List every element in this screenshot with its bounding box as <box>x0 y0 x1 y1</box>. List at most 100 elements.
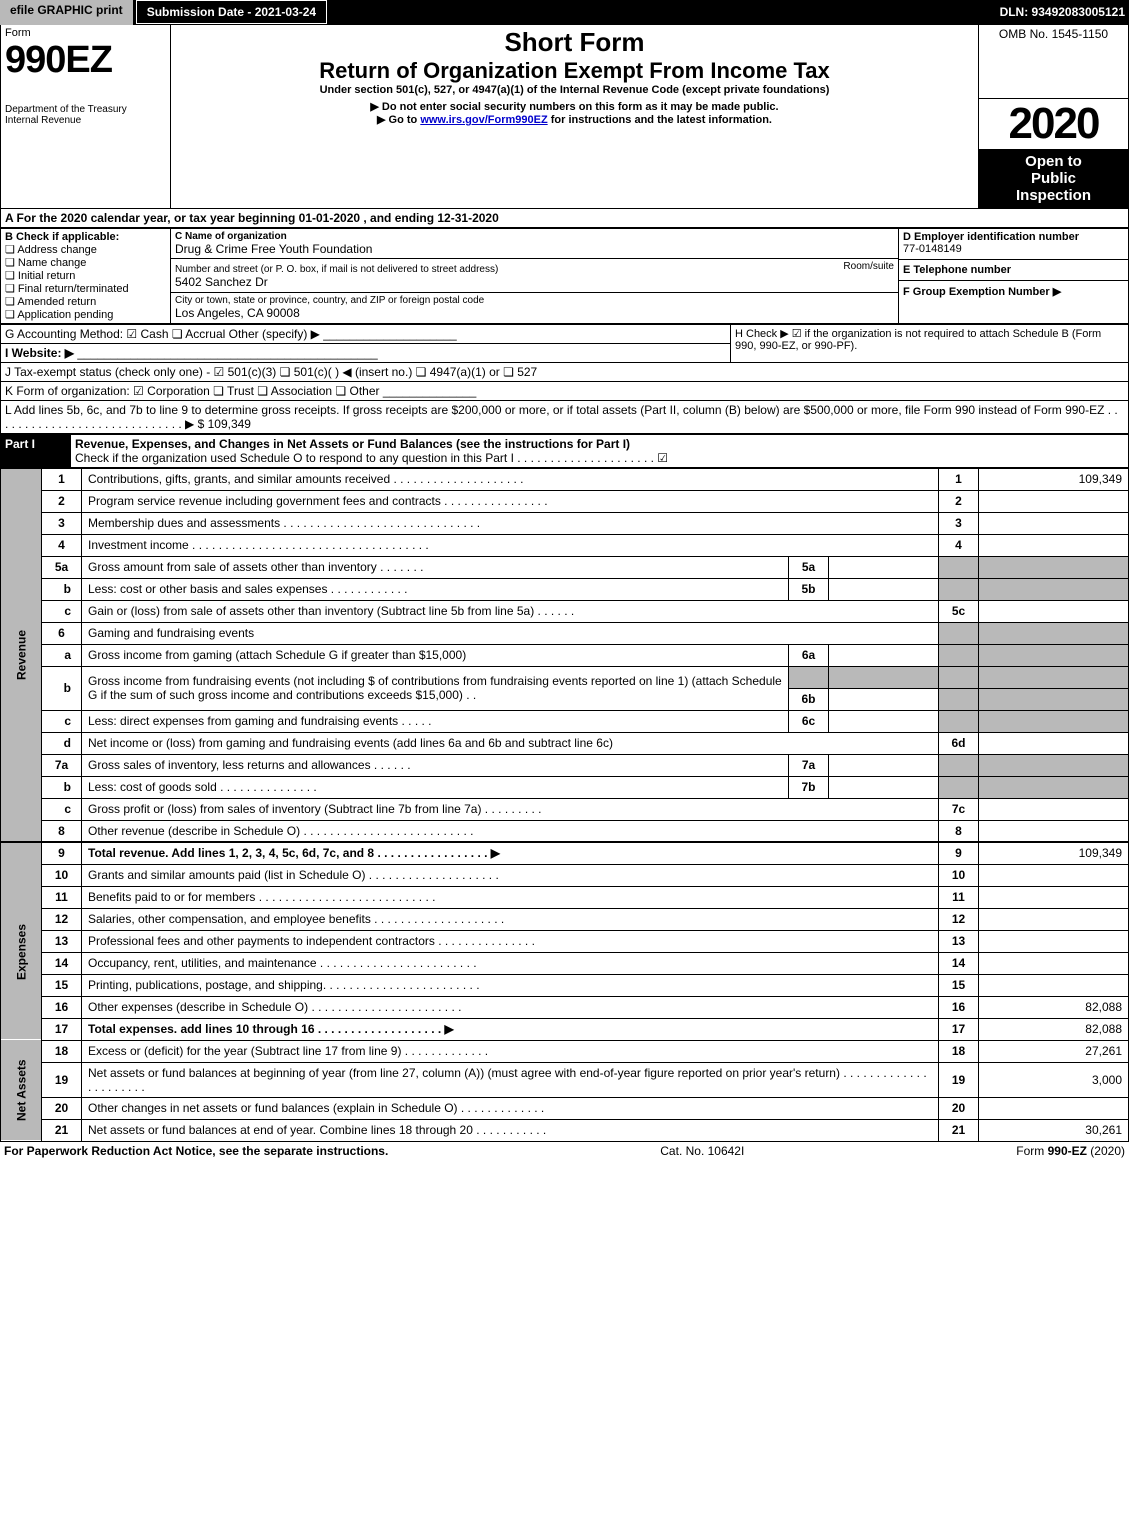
rv-12 <box>979 908 1129 930</box>
box-f-label: F Group Exemption Number ▶ <box>903 286 1061 298</box>
ln-8: 8 <box>42 820 82 842</box>
rn-4: 4 <box>939 534 979 556</box>
part1-check: Check if the organization used Schedule … <box>75 451 668 465</box>
chk-address-change[interactable]: Address change <box>5 244 97 256</box>
rn-14: 14 <box>939 952 979 974</box>
mn-7b: 7b <box>789 776 829 798</box>
ln-5c: c <box>42 600 82 622</box>
ln-20: 20 <box>42 1097 82 1119</box>
desc-15: Printing, publications, postage, and shi… <box>82 974 939 996</box>
rn-6b-1 <box>939 666 979 688</box>
rn-18: 18 <box>939 1040 979 1062</box>
ln-14: 14 <box>42 952 82 974</box>
ln-6: 6 <box>42 622 82 644</box>
rn-3: 3 <box>939 512 979 534</box>
org-name: Drug & Crime Free Youth Foundation <box>175 242 894 256</box>
rn-7c: 7c <box>939 798 979 820</box>
rv-20 <box>979 1097 1129 1119</box>
ln-6a: a <box>42 644 82 666</box>
city: Los Angeles, CA 90008 <box>175 306 894 320</box>
rv-7c <box>979 798 1129 820</box>
rn-7b <box>939 776 979 798</box>
rv-9: 109,349 <box>979 842 1129 864</box>
ln-18: 18 <box>42 1040 82 1062</box>
rn-6d: 6d <box>939 732 979 754</box>
rn-5c: 5c <box>939 600 979 622</box>
rn-9: 9 <box>939 842 979 864</box>
part1-header: Part I Revenue, Expenses, and Changes in… <box>0 434 1129 468</box>
ln-6c: c <box>42 710 82 732</box>
ln-12: 12 <box>42 908 82 930</box>
mv-5b <box>829 578 939 600</box>
rn-16: 16 <box>939 996 979 1018</box>
rv-6c <box>979 710 1129 732</box>
desc-11: Benefits paid to or for members . . . . … <box>82 886 939 908</box>
warning-ssn: ▶ Do not enter social security numbers o… <box>175 100 974 113</box>
desc-5a: Gross amount from sale of assets other t… <box>82 556 789 578</box>
street: 5402 Sanchez Dr <box>175 275 268 289</box>
desc-21: Net assets or fund balances at end of ye… <box>82 1119 939 1141</box>
rv-11 <box>979 886 1129 908</box>
rv-6b-1 <box>979 666 1129 688</box>
mv-6a <box>829 644 939 666</box>
desc-6: Gaming and fundraising events <box>82 622 939 644</box>
irs-link[interactable]: www.irs.gov/Form990EZ <box>420 114 547 126</box>
desc-6d: Net income or (loss) from gaming and fun… <box>82 732 939 754</box>
ln-19: 19 <box>42 1062 82 1097</box>
mv-6c <box>829 710 939 732</box>
rv-13 <box>979 930 1129 952</box>
rn-7a <box>939 754 979 776</box>
rv-16: 82,088 <box>979 996 1129 1018</box>
desc-6a: Gross income from gaming (attach Schedul… <box>82 644 789 666</box>
rn-6c <box>939 710 979 732</box>
box-b-label: B Check if applicable: <box>5 231 119 243</box>
desc-10: Grants and similar amounts paid (list in… <box>82 864 939 886</box>
rn-15: 15 <box>939 974 979 996</box>
chk-final-return[interactable]: Final return/terminated <box>5 283 129 295</box>
ein: 77-0148149 <box>903 243 962 255</box>
rv-3 <box>979 512 1129 534</box>
rv-6b-2 <box>979 688 1129 710</box>
rv-18: 27,261 <box>979 1040 1129 1062</box>
ln-21: 21 <box>42 1119 82 1141</box>
street-label: Number and street (or P. O. box, if mail… <box>175 264 498 275</box>
rv-6 <box>979 622 1129 644</box>
dept-treasury: Department of the Treasury <box>5 104 166 115</box>
rv-7a <box>979 754 1129 776</box>
ln-13: 13 <box>42 930 82 952</box>
room-label: Room/suite <box>843 261 894 272</box>
ln-5b: b <box>42 578 82 600</box>
desc-20: Other changes in net assets or fund bala… <box>82 1097 939 1119</box>
mn-6a: 6a <box>789 644 829 666</box>
rn-12: 12 <box>939 908 979 930</box>
mn-6c: 6c <box>789 710 829 732</box>
ln-11: 11 <box>42 886 82 908</box>
desc-12: Salaries, other compensation, and employ… <box>82 908 939 930</box>
rn-13: 13 <box>939 930 979 952</box>
ln-7c: c <box>42 798 82 820</box>
chk-name-change[interactable]: Name change <box>5 257 86 269</box>
chk-amended-return[interactable]: Amended return <box>5 296 96 308</box>
rn-2: 2 <box>939 490 979 512</box>
goto-pre: ▶ Go to <box>377 114 420 126</box>
subtitle: Under section 501(c), 527, or 4947(a)(1)… <box>175 84 974 96</box>
box-c-label: C Name of organization <box>175 231 894 242</box>
ln-6b: b <box>42 666 82 710</box>
desc-9: Total revenue. Add lines 1, 2, 3, 4, 5c,… <box>82 842 939 864</box>
chk-application-pending[interactable]: Application pending <box>5 309 113 321</box>
box-d-label: D Employer identification number <box>903 231 1079 243</box>
submission-date: Submission Date - 2021-03-24 <box>136 0 327 24</box>
dept-irs: Internal Revenue <box>5 115 166 126</box>
rv-10 <box>979 864 1129 886</box>
open-inspection: Open to Public Inspection <box>979 149 1128 208</box>
box-e-label: E Telephone number <box>903 264 1011 276</box>
desc-6c: Less: direct expenses from gaming and fu… <box>82 710 789 732</box>
desc-19: Net assets or fund balances at beginning… <box>82 1062 939 1097</box>
rv-19: 3,000 <box>979 1062 1129 1097</box>
efile-print-button[interactable]: efile GRAPHIC print <box>0 0 135 25</box>
desc-3: Membership dues and assessments . . . . … <box>82 512 939 534</box>
mv-7b <box>829 776 939 798</box>
ln-5a: 5a <box>42 556 82 578</box>
side-netassets: Net Assets <box>1 1040 42 1141</box>
chk-initial-return[interactable]: Initial return <box>5 270 75 282</box>
